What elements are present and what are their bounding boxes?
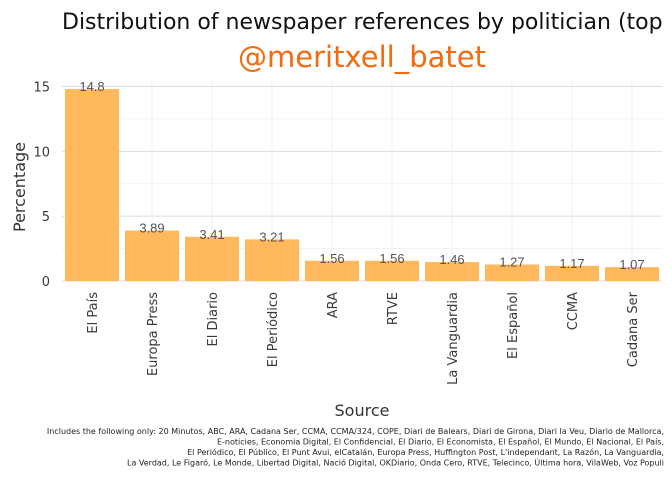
grid [62,80,662,282]
x-tick-label: ARA [326,292,341,318]
x-tick-label: RTVE [386,292,401,325]
chart-title: Distribution of newspaper references by … [62,10,663,35]
y-tick-label: 5 [42,210,50,225]
bar-value-label: 3.21 [259,229,284,244]
bar-value-label: 3.89 [139,221,164,236]
bar-labels: 14.8 3.89 3.41 3.21 1.56 1.56 1.46 1.27 1.17 1.07 [79,79,644,272]
bar [305,260,359,281]
bar [125,230,179,281]
y-tick-label: 0 [42,275,50,290]
caption-line: E-noticies, Economia Digital, El Confide… [217,438,664,447]
x-axis-title: Source [335,401,390,420]
x-tick-label: El Diario [206,292,221,347]
y-tick-label: 10 [33,145,50,160]
bar [185,236,239,281]
bar-value-label: 1.46 [439,252,464,267]
x-tick-label: La Vanguardia [446,292,461,385]
bar [245,239,299,281]
bars [65,89,659,281]
x-tick-label: Europa Press [146,292,161,376]
bar-value-label: 3.41 [199,227,224,242]
y-axis-title: Percentage [10,142,29,232]
x-axis-ticks: El País Europa Press El Diario El Periódico… [86,291,641,384]
caption-line: Includes the following only: 20 Minutos,… [47,427,664,436]
bar [605,267,659,281]
chart-subtitle: @meritxell_batet [238,40,486,74]
bar [365,260,419,281]
x-tick-label: El Periódico [266,292,281,367]
x-tick-label: CCMA [566,292,581,330]
bar-value-label: 1.17 [559,256,584,271]
bar [545,265,599,281]
caption: Includes the following only: 20 Minutos,… [47,427,664,468]
bar [485,264,539,281]
caption-line: El Periódico, El Público, El Punt Avui, … [187,447,664,457]
x-tick-label: El País [86,292,101,334]
x-tick-label: Cadana Ser [626,291,641,367]
bar-value-label: 1.07 [619,257,644,272]
bar-value-label: 1.56 [379,251,404,266]
bar-value-label: 1.56 [319,251,344,266]
y-tick-label: 15 [33,80,50,95]
bar [65,89,119,281]
x-tick-label: El Español [506,292,521,359]
bar-value-label: 1.27 [499,255,524,270]
bar-value-label: 14.8 [79,79,104,94]
caption-line: La Verdad, Le Figaró, Le Monde, Libertad… [127,457,664,468]
bar [425,262,479,281]
y-axis-ticks: 0 5 10 15 [33,80,50,290]
